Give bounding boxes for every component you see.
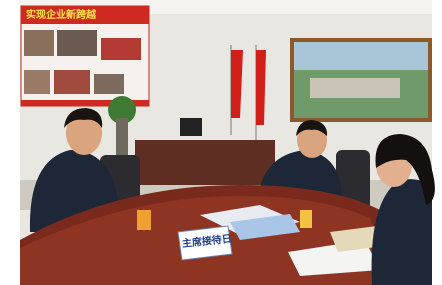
scene: 实现企业新跨越 主席接待日 <box>20 0 435 285</box>
page: {"banner": {"text": "实现企业新跨越"}, "namepla… <box>0 0 442 285</box>
photo-tile <box>94 74 124 94</box>
monitor <box>180 118 202 136</box>
photo: 实现企业新跨越 主席接待日 <box>0 0 442 285</box>
cup <box>137 210 151 230</box>
plant-pot <box>116 118 128 158</box>
photo-tile <box>101 38 141 60</box>
photo-tile <box>57 30 97 56</box>
photo-tile <box>24 30 54 56</box>
map-sky <box>294 42 428 70</box>
banner-text: 实现企业新跨越 <box>26 8 97 21</box>
desk <box>135 140 275 185</box>
photo-tile <box>54 70 90 94</box>
photo-tile <box>24 70 50 94</box>
cup <box>300 210 312 228</box>
map-buildings <box>310 78 400 98</box>
